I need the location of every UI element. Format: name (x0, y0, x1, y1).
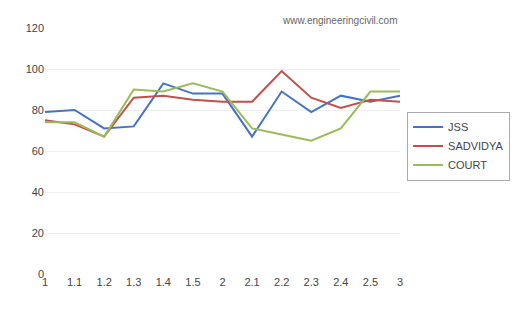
svg-text:2.2: 2.2 (274, 276, 289, 288)
svg-text:1.3: 1.3 (126, 276, 141, 288)
svg-text:2.3: 2.3 (304, 276, 319, 288)
svg-text:1: 1 (42, 276, 48, 288)
svg-text:60: 60 (32, 145, 44, 157)
svg-text:40: 40 (32, 186, 44, 198)
svg-text:20: 20 (32, 227, 44, 239)
svg-text:COURT: COURT (448, 159, 487, 171)
svg-text:80: 80 (32, 104, 44, 116)
svg-text:1.4: 1.4 (156, 276, 171, 288)
svg-text:SADVIDYA: SADVIDYA (448, 140, 503, 152)
svg-text:www.engineeringcivil.com: www.engineeringcivil.com (282, 15, 398, 26)
svg-text:1.1: 1.1 (67, 276, 82, 288)
svg-text:2: 2 (219, 276, 225, 288)
svg-text:2.1: 2.1 (244, 276, 259, 288)
svg-text:120: 120 (26, 22, 44, 34)
svg-text:0: 0 (38, 268, 44, 280)
svg-text:1.2: 1.2 (97, 276, 112, 288)
svg-text:JSS: JSS (448, 121, 468, 133)
svg-text:2.4: 2.4 (333, 276, 348, 288)
svg-text:1.5: 1.5 (185, 276, 200, 288)
svg-text:2.5: 2.5 (363, 276, 378, 288)
svg-text:100: 100 (26, 63, 44, 75)
svg-text:3: 3 (397, 276, 403, 288)
